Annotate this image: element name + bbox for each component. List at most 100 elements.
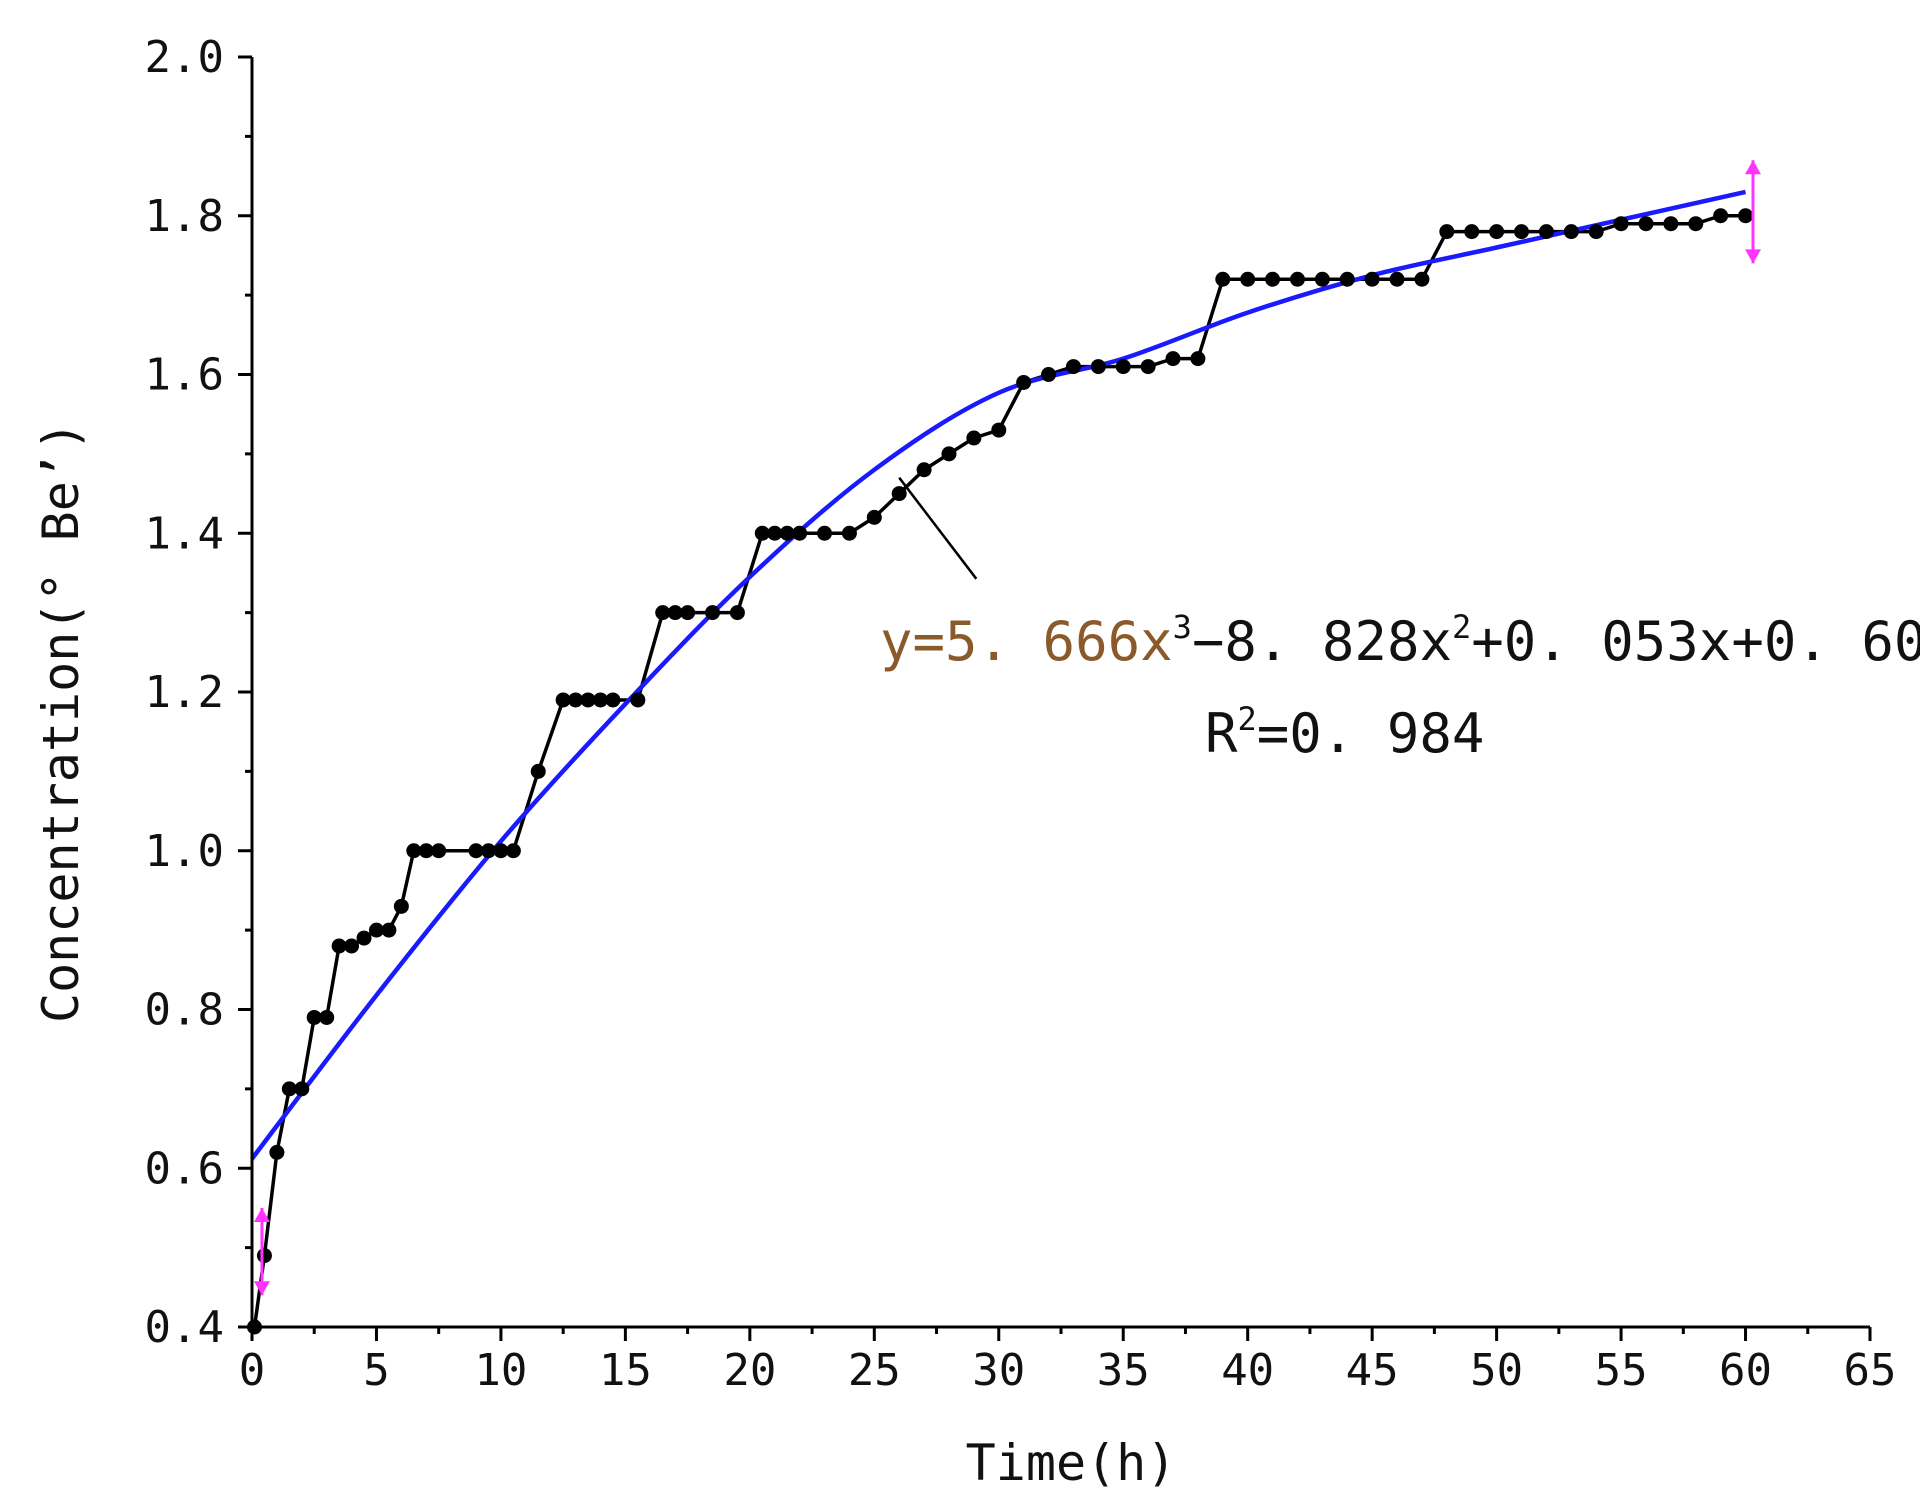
measured-point <box>431 843 447 859</box>
measured-point <box>754 525 770 541</box>
measured-point <box>941 446 957 462</box>
measured-point <box>294 1081 310 1097</box>
measured-point <box>1240 271 1256 287</box>
equation-part-2: −8. 828x <box>1192 610 1452 673</box>
x-tick-label: 40 <box>1221 1345 1274 1396</box>
y-tick-label: 1.6 <box>145 350 224 401</box>
measured-point <box>1065 359 1081 375</box>
x-tick-label: 45 <box>1346 1345 1399 1396</box>
measured-point <box>1389 271 1405 287</box>
x-tick-label: 35 <box>1097 1345 1150 1396</box>
y-tick-label: 1.4 <box>145 508 224 559</box>
measured-point <box>1439 224 1455 240</box>
measured-point <box>393 898 409 914</box>
measured-point <box>1314 271 1330 287</box>
measured-point <box>1663 216 1679 232</box>
y-tick-label: 0.8 <box>145 985 224 1036</box>
measured-point <box>331 938 347 954</box>
equation-exponent-2: 2 <box>1452 608 1471 646</box>
measured-point <box>779 525 795 541</box>
measured-point <box>1538 224 1554 240</box>
marker-layer <box>246 208 1754 1335</box>
measured-point <box>1738 208 1754 224</box>
equation-exponent-3: 3 <box>1173 608 1192 646</box>
measured-point <box>1638 216 1654 232</box>
measured-point <box>1489 224 1505 240</box>
x-tick-label: 55 <box>1595 1345 1648 1396</box>
measured-point <box>1289 271 1305 287</box>
x-tick-label: 60 <box>1719 1345 1772 1396</box>
measured-point <box>580 692 596 708</box>
y-tick-label: 1.8 <box>145 191 224 242</box>
fit-equation: y=5. 666x3−8. 828x2+0. 053x+0. 608 <box>880 608 1920 673</box>
measured-point <box>1190 351 1206 367</box>
measured-point <box>505 843 521 859</box>
measured-point <box>1165 351 1181 367</box>
measured-point <box>705 605 721 621</box>
x-tick-label: 5 <box>363 1345 390 1396</box>
measured-point <box>792 525 808 541</box>
y-axis-title: Concentration(° Be’) <box>32 421 90 1023</box>
measured-point <box>256 1248 272 1264</box>
measured-point <box>1563 224 1579 240</box>
measured-point <box>605 692 621 708</box>
measured-point <box>269 1144 285 1160</box>
measured-point <box>841 525 857 541</box>
measured-point <box>817 525 833 541</box>
measured-point <box>966 430 982 446</box>
measured-point <box>319 1009 335 1025</box>
error-bar-cap-bottom <box>253 1281 270 1296</box>
x-tick-label: 0 <box>239 1345 266 1396</box>
measured-point <box>767 525 783 541</box>
measured-point <box>1090 359 1106 375</box>
measured-point <box>1464 224 1480 240</box>
x-tick-label: 15 <box>599 1345 652 1396</box>
measured-point <box>991 422 1007 438</box>
y-tick-label: 2.0 <box>145 32 224 83</box>
x-tick-label: 10 <box>474 1345 527 1396</box>
measured-point <box>1215 271 1231 287</box>
measured-point <box>1339 271 1355 287</box>
measured-point <box>729 605 745 621</box>
measured-point <box>306 1009 322 1025</box>
measured-point <box>344 938 360 954</box>
measured-point <box>1115 359 1131 375</box>
measured-point <box>493 843 509 859</box>
y-tick-label: 0.4 <box>145 1302 224 1353</box>
y-tick-label: 1.0 <box>145 826 224 877</box>
equation-part-3: +0. 053x+0. 608 <box>1471 610 1920 673</box>
measured-point <box>1140 359 1156 375</box>
error-bar-cap-top <box>1745 160 1762 175</box>
measured-point <box>1713 208 1729 224</box>
axes: 0 5 10 15 20 25 30 35 40 45 50 55 60 65 0.4 0.6 0.8 1.0 1.… <box>145 32 1897 1396</box>
measured-point <box>1041 367 1057 382</box>
measured-point <box>630 692 646 708</box>
measured-point <box>592 692 608 708</box>
measured-point <box>568 692 584 708</box>
x-tick-label: 50 <box>1470 1345 1523 1396</box>
measured-point <box>866 509 882 525</box>
fitted-curve-line <box>250 189 1747 1161</box>
error-bar-cap-top <box>253 1207 270 1222</box>
measured-point <box>368 922 384 938</box>
measured-point <box>667 605 683 621</box>
x-axis-title: Time(h) <box>966 1434 1177 1492</box>
measured-point <box>530 763 546 779</box>
measured-point <box>916 462 932 478</box>
equation-part-1: y=5. 666x <box>880 610 1173 673</box>
measured-point <box>1688 216 1704 232</box>
measured-point <box>655 605 671 621</box>
r2-prefix: R <box>1205 702 1238 765</box>
measured-point <box>1414 271 1430 287</box>
y-tick-label: 1.2 <box>145 667 224 718</box>
measured-point <box>1016 374 1032 390</box>
measured-point <box>1588 224 1604 240</box>
measured-point <box>680 605 696 621</box>
error-bar-cap-bottom <box>1745 249 1762 264</box>
annotation-leader-line <box>898 476 978 580</box>
error-bar-layer <box>253 160 1762 1296</box>
measured-point <box>1265 271 1281 287</box>
measured-point <box>356 930 372 946</box>
measured-point <box>1364 271 1380 287</box>
